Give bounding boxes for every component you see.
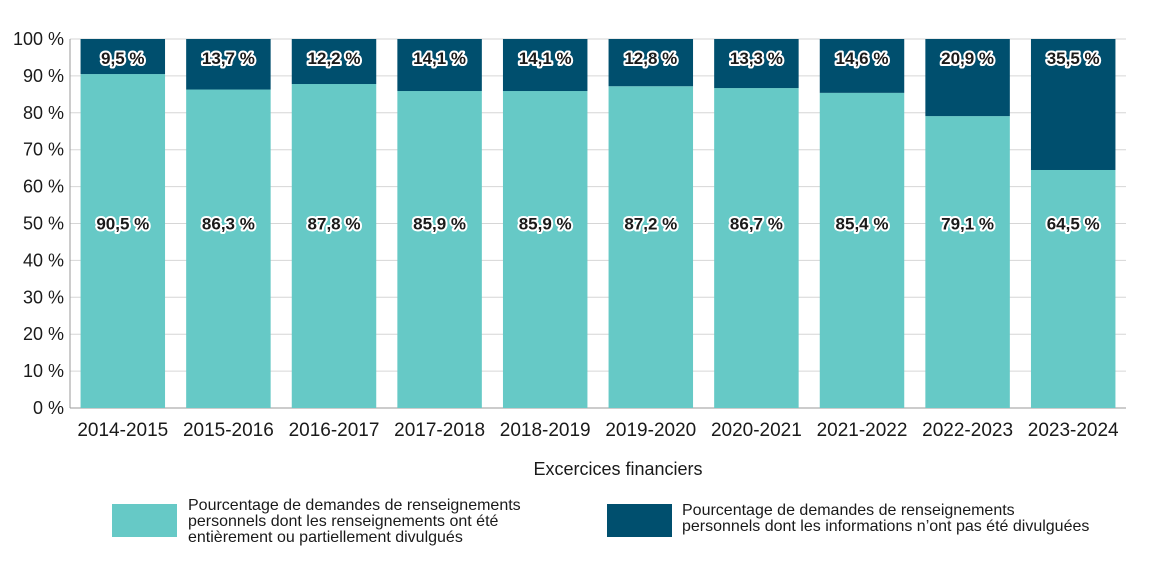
legend-label-line: personnels dont les informations n’ont p…	[682, 518, 1089, 535]
y-tick-label: 60 %	[23, 177, 64, 197]
bar-segment-series-2	[925, 39, 1010, 117]
x-tick-label: 2021-2022	[817, 420, 908, 441]
data-label: 85,9 %	[519, 215, 572, 234]
legend: Pourcentage de demandes de renseignement…	[112, 497, 1089, 546]
bar-segment-series-2	[608, 39, 694, 87]
x-tick-label: 2022-2023	[922, 420, 1013, 441]
x-axis-ticks: 2014-2015 2015-2016 2016-2017 2017-2018 2018…	[77, 420, 1119, 441]
x-tick-label: 2017-2018	[394, 420, 485, 441]
data-label: 12,2 %	[308, 49, 361, 68]
y-tick-label: 70 %	[23, 140, 64, 160]
y-axis-ticks: 0 % 10 % 20 % 30 % 40 % 50 % 60 % 70 % 80 % 90 % 1…	[13, 29, 64, 418]
bar-segment-series-2	[186, 39, 271, 90]
data-label: 9,5 %	[101, 49, 144, 68]
bar-segment-series-2	[502, 39, 588, 92]
data-label: 87,2 %	[624, 215, 677, 234]
bar-segment-series-1	[819, 92, 905, 409]
data-label: 13,3 %	[730, 49, 783, 68]
y-tick-label: 100 %	[13, 29, 64, 49]
bar-segment-series-2	[291, 39, 377, 85]
data-label: 13,7 %	[202, 49, 255, 68]
bar-segment-series-2	[714, 39, 799, 89]
data-label: 86,3 %	[202, 215, 255, 234]
data-label: 90,5 %	[96, 215, 149, 234]
x-tick-label: 2023-2024	[1028, 420, 1119, 441]
y-tick-label: 90 %	[23, 66, 64, 86]
bar-segment-series-1	[714, 88, 799, 409]
data-label: 14,6 %	[836, 49, 889, 68]
x-tick-label: 2015-2016	[183, 420, 274, 441]
y-tick-label: 30 %	[23, 287, 64, 307]
data-label: 35,5 %	[1047, 49, 1100, 68]
x-axis-title: Excercices financiers	[533, 459, 702, 479]
y-tick-label: 20 %	[23, 324, 64, 344]
data-label: 85,4 %	[836, 215, 889, 234]
data-label: 86,7 %	[730, 215, 783, 234]
data-labels: 90,5 % 9,5 % 86,3 % 13,7 % 87,8 % 12,2 % 85,9 …	[94, 47, 1101, 236]
bar-segment-series-1	[186, 89, 271, 408]
data-label: 64,5 %	[1047, 215, 1100, 234]
bar-segment-series-1	[397, 91, 482, 409]
bar-segment-series-2	[819, 39, 905, 93]
legend-swatch-series-1	[112, 504, 177, 537]
x-tick-label: 2018-2019	[500, 420, 591, 441]
bars	[80, 39, 1116, 409]
bar-segment-series-1	[291, 84, 377, 408]
data-label: 87,8 %	[308, 215, 361, 234]
data-label: 79,1 %	[941, 215, 994, 234]
legend-label-line: personnels dont les renseignements ont é…	[188, 513, 499, 530]
bar-segment-series-1	[925, 116, 1010, 408]
x-tick-label: 2020-2021	[711, 420, 802, 441]
bar-segment-series-1	[502, 91, 588, 409]
legend-label-line: Pourcentage de demandes de renseignement…	[682, 502, 1015, 519]
bar-segment-series-2	[80, 39, 166, 75]
y-tick-label: 10 %	[23, 361, 64, 381]
x-tick-label: 2016-2017	[289, 420, 380, 441]
data-label: 14,1 %	[413, 49, 466, 68]
data-label: 85,9 %	[413, 215, 466, 234]
data-label: 14,1 %	[519, 49, 572, 68]
bar-segment-series-2	[397, 39, 482, 92]
y-tick-label: 40 %	[23, 250, 64, 270]
bar-segment-series-1	[1030, 169, 1116, 408]
data-label: 20,9 %	[941, 49, 994, 68]
legend-label-line: entièrement ou partiellement divulgués	[188, 529, 463, 546]
y-tick-label: 50 %	[23, 214, 64, 234]
bar-segment-series-2	[1030, 39, 1116, 170]
data-label: 12,8 %	[624, 49, 677, 68]
legend-swatch-series-2	[607, 504, 672, 537]
y-tick-label: 0 %	[33, 398, 64, 418]
x-tick-label: 2014-2015	[77, 420, 168, 441]
x-tick-label: 2019-2020	[605, 420, 696, 441]
y-tick-label: 80 %	[23, 103, 64, 123]
bar-segment-series-1	[80, 74, 166, 409]
bar-segment-series-1	[608, 86, 694, 409]
legend-label-line: Pourcentage de demandes de renseignement…	[188, 497, 521, 514]
